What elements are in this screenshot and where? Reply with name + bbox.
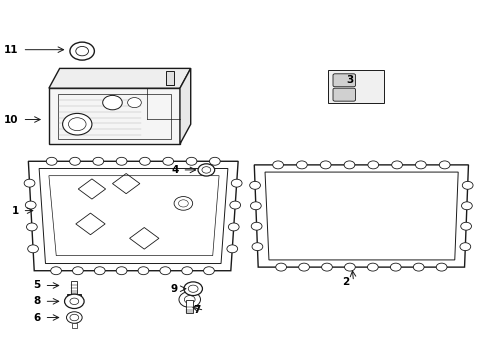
Circle shape: [389, 263, 400, 271]
Circle shape: [461, 202, 471, 210]
Text: 5: 5: [33, 280, 41, 291]
Circle shape: [391, 161, 402, 169]
Bar: [166, 71, 174, 85]
Circle shape: [182, 267, 192, 275]
Circle shape: [163, 157, 173, 165]
Text: 3: 3: [346, 75, 353, 85]
Text: 10: 10: [4, 114, 19, 125]
Bar: [327, 70, 383, 103]
Polygon shape: [28, 161, 238, 271]
Circle shape: [438, 161, 449, 169]
Bar: [186, 300, 193, 313]
Circle shape: [198, 164, 214, 176]
Polygon shape: [49, 88, 180, 144]
Circle shape: [46, 157, 57, 165]
Circle shape: [186, 157, 197, 165]
Circle shape: [70, 42, 94, 60]
Bar: [67, 294, 81, 299]
Text: 9: 9: [170, 284, 177, 294]
Text: 4: 4: [171, 165, 178, 175]
Circle shape: [209, 157, 220, 165]
Text: 8: 8: [33, 296, 41, 306]
Bar: [72, 323, 77, 328]
Circle shape: [272, 161, 283, 169]
FancyBboxPatch shape: [332, 74, 355, 87]
Circle shape: [94, 267, 105, 275]
Circle shape: [459, 243, 470, 251]
Circle shape: [203, 267, 214, 275]
Polygon shape: [39, 168, 227, 264]
Circle shape: [160, 267, 170, 275]
Text: 6: 6: [33, 312, 41, 323]
Circle shape: [229, 201, 240, 209]
Circle shape: [116, 157, 127, 165]
Circle shape: [435, 263, 446, 271]
Text: 1: 1: [11, 206, 19, 216]
Circle shape: [460, 222, 470, 230]
Circle shape: [26, 223, 37, 231]
Circle shape: [250, 202, 261, 210]
Polygon shape: [49, 68, 190, 88]
Text: 7: 7: [193, 305, 200, 315]
Circle shape: [69, 157, 80, 165]
Circle shape: [296, 161, 306, 169]
Circle shape: [139, 157, 150, 165]
Circle shape: [28, 245, 39, 253]
Polygon shape: [254, 165, 468, 267]
Circle shape: [51, 267, 61, 275]
Circle shape: [183, 282, 202, 296]
Circle shape: [251, 222, 262, 230]
Circle shape: [412, 263, 423, 271]
Text: 2: 2: [342, 276, 349, 287]
Circle shape: [320, 161, 330, 169]
Text: 11: 11: [4, 45, 19, 55]
Circle shape: [102, 95, 122, 110]
Circle shape: [179, 292, 200, 307]
Circle shape: [66, 312, 82, 323]
Circle shape: [93, 157, 103, 165]
Circle shape: [251, 243, 262, 251]
Circle shape: [127, 98, 141, 108]
Circle shape: [62, 113, 92, 135]
Circle shape: [366, 263, 377, 271]
Circle shape: [138, 267, 148, 275]
Circle shape: [25, 201, 36, 209]
Circle shape: [415, 161, 426, 169]
Circle shape: [344, 161, 354, 169]
FancyBboxPatch shape: [332, 88, 355, 101]
Polygon shape: [180, 68, 190, 144]
Circle shape: [64, 294, 84, 309]
Circle shape: [321, 263, 332, 271]
Circle shape: [228, 223, 239, 231]
Circle shape: [298, 263, 309, 271]
Circle shape: [275, 263, 286, 271]
Circle shape: [344, 263, 355, 271]
Circle shape: [116, 267, 127, 275]
Bar: [71, 281, 77, 295]
Circle shape: [72, 267, 83, 275]
Circle shape: [231, 179, 242, 187]
Circle shape: [367, 161, 378, 169]
Circle shape: [461, 181, 472, 189]
Circle shape: [226, 245, 237, 253]
Circle shape: [24, 179, 35, 187]
Circle shape: [249, 181, 260, 189]
